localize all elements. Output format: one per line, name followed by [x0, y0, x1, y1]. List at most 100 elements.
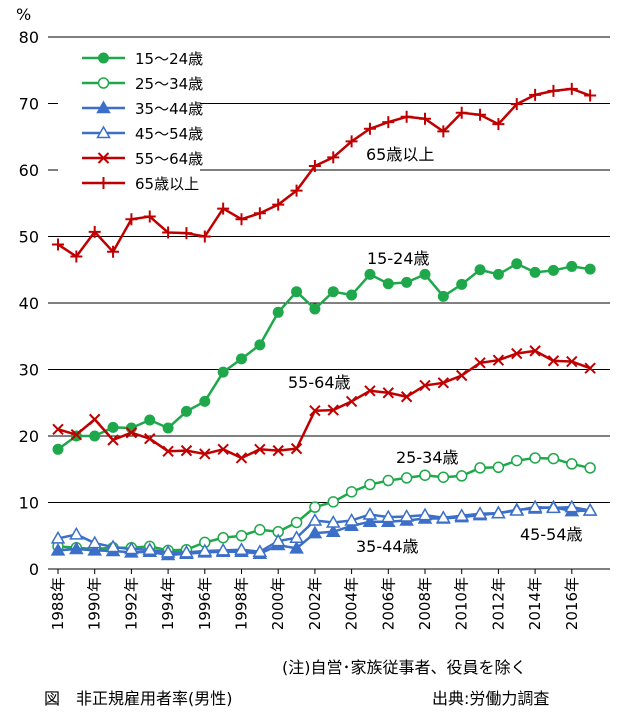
series-1: [52, 258, 596, 455]
series-4-point-1993: [142, 542, 158, 555]
series-6-point-1997: [217, 202, 230, 215]
y-tick-label-60: 60: [19, 161, 39, 180]
y-tick-label-80: 80: [19, 28, 39, 47]
series-5-point-1998: [235, 452, 248, 464]
legend-marker-2: [97, 77, 110, 89]
series-5-point-2001: [290, 442, 303, 455]
legend-label-5: 55～64歳: [135, 150, 203, 168]
series-2-point-2016: [566, 458, 578, 470]
series-4-point-1989: [69, 526, 84, 540]
series-2-point-2003: [327, 496, 339, 508]
series-4-point-2002: [307, 512, 323, 526]
series-6-point-2009: [437, 125, 450, 138]
series-4-point-1994: [160, 544, 176, 558]
series-1-point-1996: [199, 395, 211, 407]
y-tick-label-10: 10: [19, 494, 39, 513]
series-6-point-2005: [363, 122, 376, 135]
series-1-point-2011: [474, 264, 486, 276]
series-6-point-2000: [272, 198, 285, 211]
y-tick-label-50: 50: [19, 228, 39, 247]
series-1-point-1990: [89, 430, 101, 442]
series-1-point-1995: [180, 405, 192, 417]
series-6-point-2002: [308, 160, 321, 173]
series-6-point-2008: [419, 112, 431, 125]
x-tick-label-2012: 2012年: [489, 577, 507, 630]
legend-box: [58, 46, 200, 196]
series-6-point-2006: [382, 116, 395, 129]
legend-label-1: 15～24歳: [135, 50, 203, 68]
x-tick-label-1994: 1994年: [159, 577, 177, 630]
series-5-point-2015: [547, 355, 560, 367]
series-5-point-2017: [584, 362, 596, 374]
series-4-point-1995: [179, 544, 194, 558]
figure-title: 図 非正規雇用者率(男性): [44, 689, 233, 708]
legend: 15～24歳 25～34歳 35～44歳 45～54歳 55～64歳 65歳以上: [58, 46, 203, 196]
series-5-point-2004: [345, 395, 358, 408]
series-4-point-1996: [197, 543, 213, 557]
series-5-point-1999: [254, 443, 266, 456]
series-1-point-1994: [162, 422, 174, 434]
series-2-point-2014: [529, 452, 541, 464]
series-1-point-2000: [272, 306, 284, 318]
annotation-6: 45-54歳: [520, 525, 583, 544]
series-1-point-2016: [566, 260, 578, 272]
series-5-point-2009: [437, 377, 450, 389]
series-1-point-2009: [437, 290, 449, 302]
series-5-point-1989: [70, 428, 83, 441]
legend-marker-6: [97, 177, 110, 189]
series-6-point-2014: [529, 88, 542, 101]
series-6-point-2007: [400, 110, 413, 123]
series-5-point-2005: [364, 385, 376, 397]
series-6-point-2004: [345, 135, 358, 148]
series-1-point-2001: [291, 286, 303, 298]
series-5-point-1988: [52, 423, 64, 436]
legend-label-3: 35～44歳: [135, 100, 203, 118]
series-4-point-1990: [87, 535, 102, 549]
series-2-point-2005: [364, 478, 376, 491]
series-1-point-2006: [382, 278, 394, 290]
series-6-point-2017: [584, 89, 597, 102]
series-3-point-2003: [325, 524, 341, 538]
x-tick-label-2004: 2004年: [343, 577, 361, 630]
series-4-point-1998: [234, 542, 249, 555]
series-1-point-2010: [456, 278, 468, 290]
y-tick-label-0: 0: [29, 560, 39, 579]
x-tick-label-2010: 2010年: [453, 577, 471, 630]
series-1-point-2017: [584, 263, 596, 275]
series-5-point-2002: [309, 405, 321, 417]
series-1-point-2014: [529, 266, 541, 278]
x-tick-label-2002: 2002年: [306, 577, 324, 630]
series-2-point-2009: [437, 471, 450, 483]
series-1-point-2004: [346, 289, 358, 301]
series-1-point-1988: [52, 443, 64, 455]
annotations-layer: 65歳以上 15-24歳 55-64歳 25-34歳 35-44歳 45-54歳: [288, 145, 583, 556]
series-6-point-2015: [547, 84, 560, 97]
series-4-point-2014: [527, 499, 543, 513]
series-1-point-2008: [419, 268, 431, 280]
series-1-point-1999: [254, 339, 266, 351]
x-tick-label-2006: 2006年: [379, 577, 397, 630]
x-tick-label-2000: 2000年: [269, 577, 287, 630]
series-4-point-2007: [399, 508, 414, 522]
series-6-point-2003: [327, 151, 340, 164]
series-2-point-1999: [254, 524, 266, 536]
series-4-point-2012: [491, 505, 506, 519]
series-1-point-2002: [309, 303, 321, 315]
series-4-point-2013: [509, 502, 525, 516]
series-6-point-1991: [107, 245, 120, 258]
series-4-point-1988: [50, 530, 66, 544]
series-2-point-2006: [382, 474, 395, 487]
series-5-point-1990: [88, 413, 101, 426]
series-5-point-1994: [162, 445, 174, 458]
series-2: [52, 452, 596, 557]
series-6-point-1995: [180, 227, 193, 240]
legend-label-4: 45～54歳: [135, 125, 203, 143]
series-2-point-2015: [547, 452, 560, 465]
series-layer: [50, 82, 598, 561]
series-4-point-2001: [289, 530, 304, 543]
legend-label-6: 65歳以上: [135, 175, 199, 193]
series-1-point-1998: [236, 353, 247, 365]
series-4-point-2005: [362, 506, 378, 520]
series-6-point-1999: [253, 207, 266, 220]
series-6-point-2001: [290, 184, 303, 197]
